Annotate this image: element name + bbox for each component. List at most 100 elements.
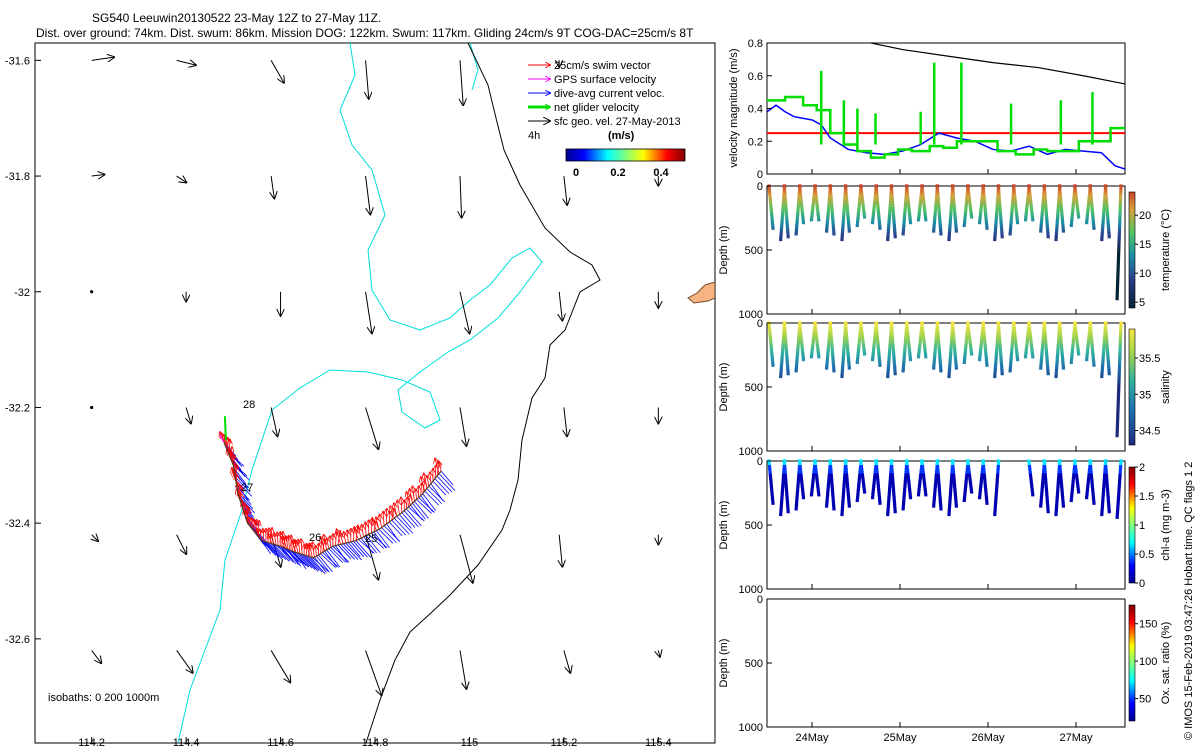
section-sample-temperature bbox=[978, 221, 982, 225]
section-sample-salinity bbox=[983, 346, 987, 350]
section-sample-salinity bbox=[1029, 338, 1033, 342]
section-sample-salinity bbox=[935, 324, 939, 328]
section-sample-chla bbox=[893, 504, 897, 508]
section-sample-temperature bbox=[983, 201, 987, 205]
section-sample-salinity bbox=[906, 338, 911, 342]
section-sample-temperature bbox=[781, 204, 785, 208]
section-sample-chla bbox=[842, 487, 846, 491]
section-sample-temperature bbox=[888, 204, 892, 208]
section-sample-temperature bbox=[1118, 206, 1122, 211]
dac-vector bbox=[330, 547, 347, 563]
section-sample-salinity bbox=[1058, 327, 1062, 331]
section-sample-temperature bbox=[1091, 215, 1095, 219]
section-sample-salinity bbox=[954, 360, 958, 365]
section-sample-salinity bbox=[1008, 363, 1013, 367]
section-sample-temperature bbox=[904, 198, 908, 202]
section-sample-salinity bbox=[874, 327, 879, 331]
section-sample-salinity bbox=[857, 343, 861, 348]
section-sample-salinity bbox=[922, 343, 927, 348]
section-sample-temperature bbox=[1045, 221, 1049, 225]
section-sample-temperature bbox=[938, 218, 942, 222]
sfc-vector-dot bbox=[90, 405, 94, 410]
section-sample-temperature bbox=[1117, 229, 1122, 233]
section-sample-chla bbox=[814, 467, 818, 472]
section-sample-chla bbox=[815, 479, 819, 483]
section-sample-salinity bbox=[1045, 352, 1049, 356]
section-sample-salinity bbox=[782, 321, 786, 325]
section-sample-temperature bbox=[829, 198, 833, 202]
section-sample-temperature bbox=[888, 206, 892, 211]
section-sample-temperature bbox=[842, 209, 846, 213]
section-sample-chla bbox=[1041, 481, 1045, 486]
section-sample-salinity bbox=[829, 338, 834, 342]
section-sample-temperature bbox=[1012, 187, 1016, 191]
section-sample-chla bbox=[1043, 465, 1047, 469]
section-sample-salinity bbox=[1029, 343, 1034, 348]
section-sample-temperature bbox=[1101, 221, 1105, 225]
section-sample-temperature bbox=[1015, 218, 1019, 222]
section-sample-chla bbox=[996, 467, 1000, 472]
depth-tick-label: 0 bbox=[757, 318, 763, 330]
swim-vector bbox=[435, 466, 436, 479]
section-sample-temperature bbox=[891, 201, 895, 205]
dac-vector bbox=[322, 552, 339, 568]
dac-vector bbox=[328, 548, 344, 563]
section-sample-salinity bbox=[1091, 349, 1095, 353]
section-sample-chla bbox=[1085, 490, 1089, 494]
section-sample-chla bbox=[1056, 490, 1060, 494]
section-sample-temperature bbox=[810, 215, 814, 219]
time-axis: 24May 25May 26May 27May bbox=[795, 732, 1093, 744]
section-sample-chla bbox=[797, 473, 801, 477]
section-sample-salinity bbox=[995, 338, 1000, 342]
section-sample-salinity bbox=[784, 343, 788, 348]
section-sample-temperature bbox=[893, 229, 897, 233]
section-sample-chla bbox=[1054, 507, 1059, 511]
section-sample-temperature bbox=[1055, 221, 1059, 225]
section-sample-temperature bbox=[1060, 215, 1064, 219]
section-sample-temperature bbox=[768, 192, 772, 197]
section-sample-temperature bbox=[826, 206, 831, 211]
section-sample-salinity bbox=[906, 332, 910, 336]
section-sample-temperature bbox=[783, 201, 788, 205]
section-sample-chla bbox=[1101, 498, 1105, 503]
section-sample-temperature bbox=[919, 198, 923, 202]
section-sample-temperature bbox=[1085, 215, 1089, 219]
section-sample-temperature bbox=[923, 212, 927, 216]
section-sample-temperature bbox=[811, 201, 815, 205]
section-sample-chla bbox=[995, 479, 999, 483]
section-sample-salinity bbox=[784, 346, 788, 350]
section-sample-chla bbox=[920, 462, 924, 466]
section-sample-salinity bbox=[1012, 327, 1016, 331]
section-sample-temperature bbox=[919, 195, 923, 199]
section-sample-salinity bbox=[1090, 343, 1094, 348]
section-sample-temperature bbox=[1042, 184, 1046, 188]
section-sample-salinity bbox=[993, 374, 997, 379]
section-sample-salinity bbox=[1043, 338, 1048, 342]
section-sample-salinity bbox=[932, 360, 936, 365]
section-sample-temperature bbox=[964, 206, 968, 211]
section-sample-chla bbox=[782, 459, 786, 463]
section-sample-chla bbox=[908, 493, 912, 497]
section-sample-salinity bbox=[978, 349, 983, 353]
section-sample-chla bbox=[892, 496, 896, 500]
section-sample-temperature bbox=[953, 215, 957, 219]
section-sample-temperature bbox=[796, 212, 800, 216]
section-sample-temperature bbox=[1024, 215, 1028, 219]
section-sample-temperature bbox=[785, 223, 789, 228]
section-sample-temperature bbox=[800, 212, 805, 216]
section-sample-salinity bbox=[1106, 355, 1110, 359]
section-sample-chla bbox=[846, 490, 850, 494]
section-sample-temperature bbox=[862, 212, 866, 216]
section-sample-temperature bbox=[1025, 204, 1029, 208]
section-sample-chla bbox=[965, 470, 969, 474]
section-sample-temperature bbox=[1103, 187, 1108, 191]
section-sample-chla bbox=[1119, 465, 1123, 469]
section-sample-temperature bbox=[967, 195, 971, 199]
section-sample-salinity bbox=[1088, 321, 1092, 325]
section-sample-chla bbox=[845, 479, 849, 483]
section-sample-temperature bbox=[781, 209, 785, 213]
section-sample-salinity bbox=[1117, 383, 1121, 387]
section-sample-chla bbox=[829, 473, 833, 477]
section-sample-salinity bbox=[779, 363, 784, 367]
section-sample-chla bbox=[1070, 493, 1074, 497]
